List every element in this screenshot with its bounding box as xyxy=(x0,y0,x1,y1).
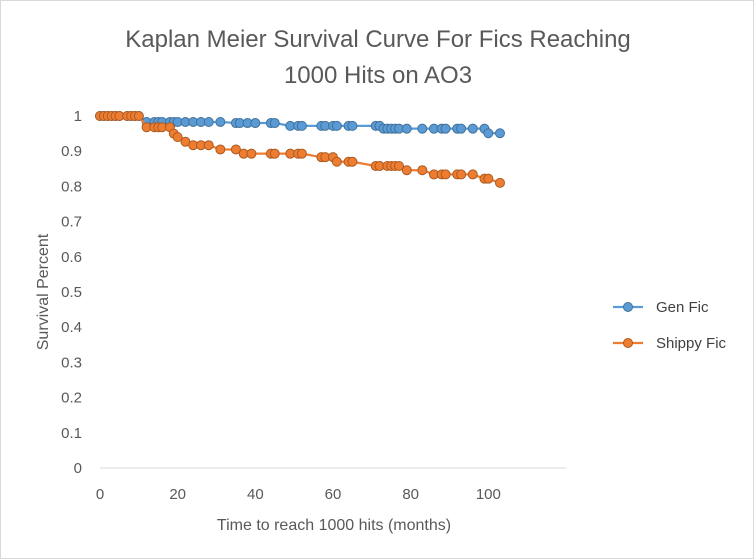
y-tick-label: 0.1 xyxy=(61,425,82,442)
y-tick-label: 0.9 xyxy=(61,143,82,160)
data-point-shippy-fic xyxy=(246,148,257,159)
data-point-gen-fic xyxy=(417,123,428,134)
data-point-shippy-fic xyxy=(230,144,241,155)
x-tick-label: 0 xyxy=(96,486,104,503)
legend-marker-shippy-fic xyxy=(623,338,633,348)
legend-item-shippy-fic: Shippy Fic xyxy=(613,335,727,352)
data-point-shippy-fic xyxy=(215,144,226,155)
x-tick-label: 80 xyxy=(402,486,419,503)
data-point-shippy-fic xyxy=(347,156,358,167)
legend-label-shippy-fic: Shippy Fic xyxy=(656,335,727,352)
data-point-shippy-fic xyxy=(417,165,428,176)
x-tick-labels: 0 20 40 60 80 100 xyxy=(96,486,501,503)
data-point-gen-fic xyxy=(215,116,226,127)
data-point-gen-fic xyxy=(296,120,307,131)
data-point-gen-fic xyxy=(401,123,412,134)
data-point-shippy-fic xyxy=(269,148,280,159)
y-tick-label: 0.6 xyxy=(61,249,82,266)
legend-item-gen-fic: Gen Fic xyxy=(613,299,709,316)
data-point-gen-fic xyxy=(250,118,261,129)
data-point-gen-fic xyxy=(483,128,494,139)
data-point-shippy-fic xyxy=(483,173,494,184)
chart-title-line-1: Kaplan Meier Survival Curve For Fics Rea… xyxy=(125,26,631,53)
data-point-shippy-fic xyxy=(133,111,144,121)
data-point-shippy-fic xyxy=(401,165,412,176)
series-shippy-fic xyxy=(95,111,505,188)
x-tick-label: 60 xyxy=(325,486,342,503)
y-tick-label: 0.5 xyxy=(61,284,82,301)
data-point-gen-fic xyxy=(269,118,280,129)
data-point-gen-fic xyxy=(440,123,451,134)
y-tick-labels: 0 0.1 0.2 0.3 0.4 0.5 0.6 0.7 0.8 0.9 1 xyxy=(61,108,82,477)
x-tick-label: 40 xyxy=(247,486,264,503)
data-point-gen-fic xyxy=(456,123,467,134)
data-point-gen-fic xyxy=(203,116,214,127)
data-point-shippy-fic xyxy=(440,169,451,180)
chart-title-line-2: 1000 Hits on AO3 xyxy=(284,62,472,89)
data-point-shippy-fic xyxy=(172,132,183,143)
data-point-gen-fic xyxy=(331,120,342,131)
y-axis-label: Survival Percent xyxy=(35,233,52,350)
data-point-shippy-fic xyxy=(296,148,307,159)
legend: Gen Fic Shippy Fic xyxy=(613,299,727,352)
data-point-shippy-fic xyxy=(456,169,467,180)
data-point-shippy-fic xyxy=(203,140,214,151)
legend-label-gen-fic: Gen Fic xyxy=(656,299,709,316)
data-point-shippy-fic xyxy=(467,169,478,180)
y-tick-label: 0.4 xyxy=(61,319,82,336)
data-point-gen-fic xyxy=(467,123,478,134)
x-tick-label: 100 xyxy=(476,486,501,503)
data-point-shippy-fic xyxy=(494,177,505,188)
x-tick-label: 20 xyxy=(169,486,186,503)
legend-marker-gen-fic xyxy=(623,302,633,312)
y-tick-label: 0 xyxy=(74,460,82,477)
plot-series xyxy=(95,111,505,188)
y-tick-label: 1 xyxy=(74,108,82,125)
y-tick-label: 0.3 xyxy=(61,354,82,371)
y-tick-label: 0.7 xyxy=(61,214,82,231)
data-point-gen-fic xyxy=(347,120,358,131)
y-tick-label: 0.2 xyxy=(61,390,82,407)
x-axis-label: Time to reach 1000 hits (months) xyxy=(217,517,451,534)
y-tick-label: 0.8 xyxy=(61,178,82,195)
data-point-shippy-fic xyxy=(331,156,342,167)
data-point-gen-fic xyxy=(494,128,505,139)
data-point-shippy-fic xyxy=(394,160,405,171)
